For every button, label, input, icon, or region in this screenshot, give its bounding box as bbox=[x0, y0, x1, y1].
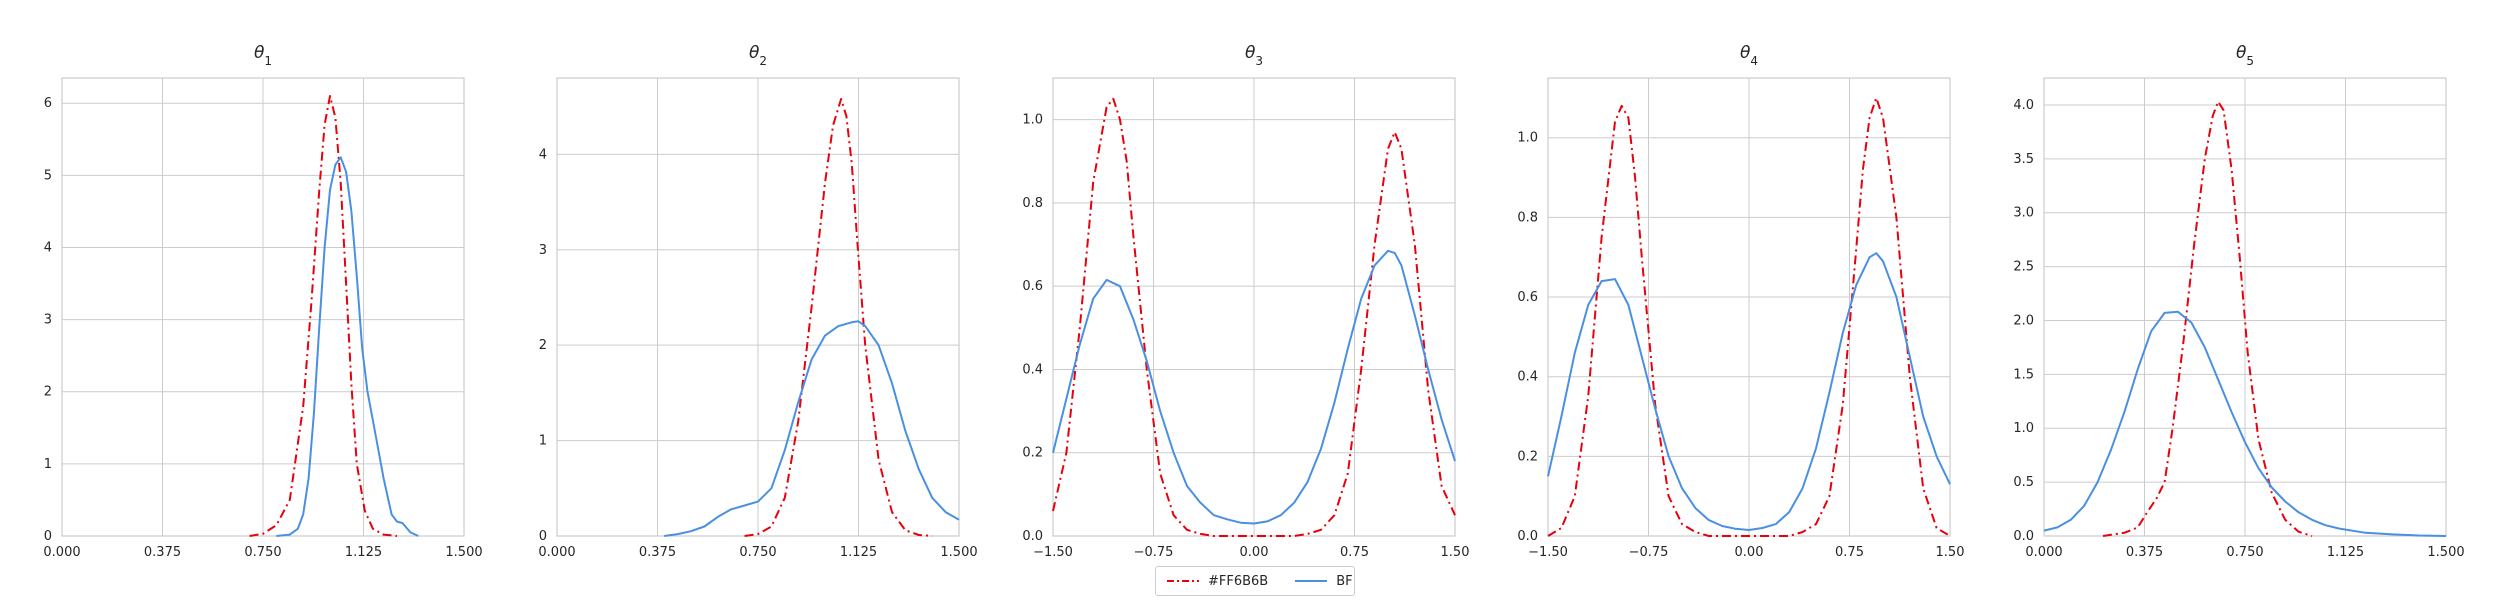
y-tick-label: 2.5 bbox=[2013, 260, 2034, 275]
panel-title: θ4 bbox=[1740, 43, 1758, 68]
x-tick-label: 0.00 bbox=[1735, 545, 1764, 560]
panel-1: 0.000 0.375 0.750 1.125 1.500 0 1 2 3 4 5 6 θ1 bbox=[43, 43, 482, 560]
y-tick-label: 3 bbox=[539, 243, 547, 258]
y-tick-label: 0.0 bbox=[2013, 529, 2034, 544]
y-tick-label: 0.8 bbox=[1517, 210, 1538, 225]
legend-swatch-bf bbox=[1295, 580, 1328, 582]
x-tick-label: 0.000 bbox=[538, 545, 575, 560]
y-tick-label: 0 bbox=[44, 529, 52, 544]
x-tick-label: −0.75 bbox=[1629, 545, 1669, 560]
y-tick-label: 3.0 bbox=[2013, 206, 2034, 221]
x-tick-label: 1.50 bbox=[1936, 545, 1965, 560]
panel-3: −1.50 −0.75 0.00 0.75 1.50 0.0 0.2 0.4 0.6 0.8 1.0… bbox=[1022, 43, 1469, 560]
x-tick-label: −1.50 bbox=[1528, 545, 1568, 560]
series-line-bf bbox=[2043, 310, 2447, 537]
y-tick-label: 2 bbox=[44, 385, 52, 400]
panel-5: 0.000 0.375 0.750 1.125 1.500 0.0 0.5 1.0 1.5 2.0… bbox=[2013, 43, 2464, 560]
x-tick-label: 0.000 bbox=[43, 545, 80, 560]
x-tick-label: 0.000 bbox=[2025, 545, 2062, 560]
legend-swatch-red bbox=[1167, 580, 1199, 582]
x-tick-label: 1.50 bbox=[1441, 545, 1470, 560]
y-tick-label: 0.0 bbox=[1517, 529, 1538, 544]
y-tick-label: 4 bbox=[44, 240, 52, 255]
series-line-red bbox=[1547, 96, 1951, 537]
panel-title: θ5 bbox=[2236, 43, 2254, 68]
y-tick-label: 0.5 bbox=[2013, 475, 2034, 490]
panel-title: θ3 bbox=[1245, 43, 1263, 68]
axes-frame bbox=[1052, 77, 1456, 537]
x-tick-label: 1.125 bbox=[2327, 545, 2364, 560]
y-tick-label: 0.8 bbox=[1022, 196, 1043, 211]
y-tick-label: 2.0 bbox=[2013, 313, 2034, 328]
panel-title: θ2 bbox=[749, 43, 767, 68]
y-tick-label: 0.6 bbox=[1022, 279, 1043, 294]
y-tick-label: 3.5 bbox=[2013, 152, 2034, 167]
axes-frame bbox=[2043, 77, 2447, 537]
x-tick-label: 0.75 bbox=[1835, 545, 1864, 560]
y-tick-label: 0.2 bbox=[1022, 446, 1043, 461]
x-tick-label: 1.500 bbox=[445, 545, 482, 560]
y-tick-label: 4 bbox=[539, 147, 547, 162]
axes-frame bbox=[556, 77, 960, 537]
y-tick-label: 0 bbox=[539, 529, 547, 544]
y-tick-label: 0.4 bbox=[1022, 362, 1043, 377]
y-tick-label: 6 bbox=[44, 96, 52, 111]
y-tick-label: 1 bbox=[44, 457, 52, 472]
x-tick-label: 0.750 bbox=[739, 545, 776, 560]
series-line-bf bbox=[1547, 252, 1951, 531]
axes-frame bbox=[61, 77, 465, 537]
y-tick-label: 1.5 bbox=[2013, 367, 2034, 382]
x-tick-label: 0.375 bbox=[2126, 545, 2163, 560]
x-tick-label: 1.125 bbox=[840, 545, 877, 560]
x-tick-label: 1.125 bbox=[345, 545, 382, 560]
legend-item-red: #FF6B6B bbox=[1166, 574, 1268, 589]
y-tick-label: 5 bbox=[44, 168, 52, 183]
x-tick-label: 1.500 bbox=[2427, 545, 2464, 560]
x-tick-label: 0.750 bbox=[2226, 545, 2263, 560]
x-tick-label: 0.375 bbox=[639, 545, 676, 560]
legend: #FF6B6B BF bbox=[1155, 566, 1355, 596]
series-line-bf bbox=[1052, 249, 1456, 525]
y-tick-label: 2 bbox=[539, 338, 547, 353]
y-tick-label: 1.0 bbox=[1517, 131, 1538, 146]
y-tick-label: 3 bbox=[44, 313, 52, 328]
y-tick-label: 1 bbox=[539, 434, 547, 449]
x-tick-label: −1.50 bbox=[1033, 545, 1073, 560]
x-tick-label: 0.375 bbox=[144, 545, 181, 560]
legend-item-bf: BF bbox=[1294, 573, 1353, 589]
y-tick-label: 1.0 bbox=[2013, 421, 2034, 436]
y-tick-label: 1.0 bbox=[1022, 113, 1043, 128]
x-tick-label: 0.75 bbox=[1340, 545, 1369, 560]
x-tick-label: −0.75 bbox=[1134, 545, 1174, 560]
legend-label-red: #FF6B6B bbox=[1208, 573, 1269, 589]
x-tick-label: 1.500 bbox=[940, 545, 977, 560]
series-line-red bbox=[1052, 97, 1456, 537]
series-line-bf bbox=[664, 320, 960, 537]
y-tick-label: 0.2 bbox=[1517, 449, 1538, 464]
x-tick-label: 0.00 bbox=[1240, 545, 1269, 560]
x-tick-label: 0.750 bbox=[244, 545, 281, 560]
y-tick-label: 0.0 bbox=[1022, 529, 1043, 544]
y-tick-label: 0.6 bbox=[1517, 290, 1538, 305]
series-line-red bbox=[2102, 100, 2313, 537]
y-tick-label: 4.0 bbox=[2013, 98, 2034, 113]
panel-4: −1.50 −0.75 0.00 0.75 1.50 0.0 0.2 0.4 0.6 0.8 1.0… bbox=[1517, 43, 1964, 560]
panel-2: 0.000 0.375 0.750 1.125 1.500 0 1 2 3 4 θ2 bbox=[538, 43, 977, 560]
series-line-red bbox=[744, 98, 933, 537]
panel-title: θ1 bbox=[254, 43, 272, 68]
y-tick-label: 0.4 bbox=[1517, 370, 1538, 385]
legend-label-bf: BF bbox=[1336, 573, 1353, 589]
series-line-red bbox=[249, 95, 398, 537]
series-line-bf bbox=[276, 156, 419, 537]
